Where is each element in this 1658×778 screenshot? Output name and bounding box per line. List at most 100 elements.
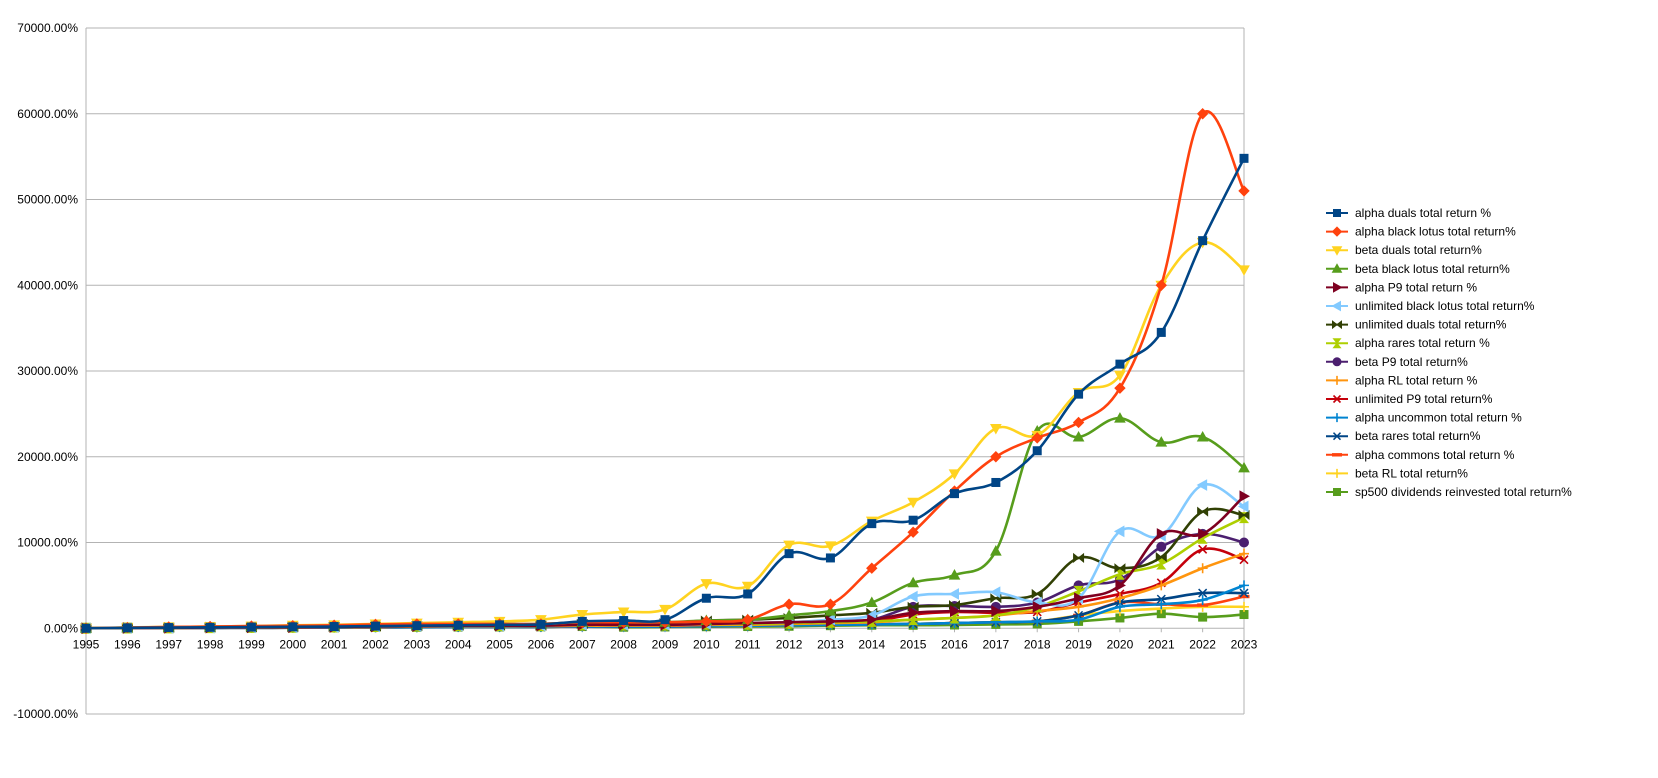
data-point <box>741 581 754 593</box>
data-point <box>1032 600 1044 613</box>
legend-label: beta black lotus total return% <box>1355 262 1510 276</box>
data-point <box>1032 446 1042 456</box>
data-point <box>1113 525 1125 538</box>
data-point <box>122 623 132 633</box>
legend-entry: unlimited black lotus total return% <box>1326 299 1535 313</box>
data-point <box>1073 601 1084 612</box>
data-point <box>1198 544 1208 554</box>
data-point <box>1072 416 1085 429</box>
data-point <box>825 615 837 628</box>
series-line <box>84 157 1246 630</box>
legend-label: unlimited black lotus total return% <box>1355 299 1535 313</box>
data-point <box>907 590 918 603</box>
legend-entry: alpha duals total return % <box>1326 206 1491 220</box>
data-point <box>1238 510 1250 521</box>
data-point <box>576 610 589 621</box>
y-tick-label: -10000.00% <box>13 707 78 721</box>
data-point <box>1197 594 1208 605</box>
x-tick-label: 2017 <box>983 637 1010 651</box>
legend-entry: alpha commons total return % <box>1326 448 1515 462</box>
data-point <box>1032 616 1043 627</box>
x-tick-label: 2009 <box>652 637 679 651</box>
data-point <box>1115 359 1125 369</box>
legend-swatch-marker <box>1332 375 1342 385</box>
data-point <box>824 541 837 552</box>
data-point <box>824 598 837 610</box>
data-point <box>1114 370 1126 382</box>
data-point <box>660 615 670 625</box>
legend-entry: beta rares total return% <box>1326 429 1481 443</box>
data-point <box>908 515 918 525</box>
data-point <box>81 623 91 633</box>
x-tick-label: 2018 <box>1024 637 1051 651</box>
x-tick-label: 2004 <box>445 637 472 651</box>
legend-label: beta duals total return% <box>1355 243 1482 257</box>
data-point <box>743 589 753 599</box>
x-tick-label: 2021 <box>1148 637 1175 651</box>
data-point <box>1156 528 1168 540</box>
data-point <box>1114 568 1125 580</box>
legend-swatch-marker <box>1333 282 1343 293</box>
legend-entry: beta P9 total return% <box>1326 355 1468 369</box>
x-tick-label: 1999 <box>238 637 265 651</box>
data-point <box>865 596 878 608</box>
data-point <box>1074 389 1084 399</box>
data-point <box>1238 185 1250 197</box>
series-lines <box>79 108 1251 635</box>
data-point <box>164 623 174 633</box>
x-tick-label: 2005 <box>486 637 513 651</box>
data-point <box>1238 594 1250 599</box>
data-point <box>412 621 422 631</box>
series-line <box>84 416 1246 630</box>
data-point <box>700 579 713 590</box>
x-tick-label: 2014 <box>858 637 885 651</box>
legend-entry: alpha rares total return % <box>1326 336 1490 350</box>
data-point <box>990 423 1002 435</box>
data-point <box>288 622 298 632</box>
data-point <box>1239 490 1251 503</box>
data-point <box>867 519 877 529</box>
data-point <box>1197 506 1209 517</box>
x-tick-label: 2001 <box>321 637 348 651</box>
data-point <box>1197 563 1208 574</box>
data-point <box>1198 236 1208 246</box>
x-tick-label: 2016 <box>941 637 968 651</box>
legend: alpha duals total return % alpha black lo… <box>1326 206 1572 499</box>
x-tick-label: 2002 <box>362 637 389 651</box>
data-point <box>1031 432 1043 444</box>
data-point <box>784 549 794 559</box>
data-point <box>1156 594 1167 604</box>
data-point <box>990 451 1002 463</box>
data-point <box>1239 601 1249 612</box>
data-point <box>1156 599 1167 610</box>
x-tick-label: 2007 <box>569 637 596 651</box>
data-point <box>1239 153 1249 163</box>
legend-label: alpha RL total return % <box>1355 373 1478 387</box>
legend-label: sp500 dividends reinvested total return% <box>1355 485 1572 499</box>
x-tick-label: 2006 <box>528 637 555 651</box>
data-point <box>950 605 961 617</box>
data-point <box>950 489 959 499</box>
data-point <box>1237 500 1249 513</box>
data-point <box>991 605 1002 617</box>
y-tick-label: 70000.00% <box>17 21 78 35</box>
y-tick-label: 30000.00% <box>17 364 78 378</box>
data-point <box>989 586 1001 599</box>
y-tick-label: 20000.00% <box>17 450 78 464</box>
data-point <box>1239 537 1249 548</box>
legend-swatch-marker <box>1333 209 1341 217</box>
data-point <box>1031 588 1043 599</box>
data-point <box>1073 614 1084 625</box>
legend-label: beta RL total return% <box>1355 466 1468 480</box>
legend-label: alpha commons total return % <box>1355 448 1515 462</box>
legend-swatch-marker <box>1333 488 1341 496</box>
legend-swatch-marker <box>1332 338 1342 349</box>
data-point <box>783 598 795 610</box>
y-tick-label: 50000.00% <box>17 193 78 207</box>
legend-label: beta rares total return% <box>1355 429 1481 443</box>
data-point <box>1239 588 1249 598</box>
data-point <box>1114 563 1126 574</box>
legend-swatch-marker <box>1331 226 1343 237</box>
legend-swatch-marker <box>1332 453 1342 457</box>
y-tick-label: 60000.00% <box>17 107 78 121</box>
